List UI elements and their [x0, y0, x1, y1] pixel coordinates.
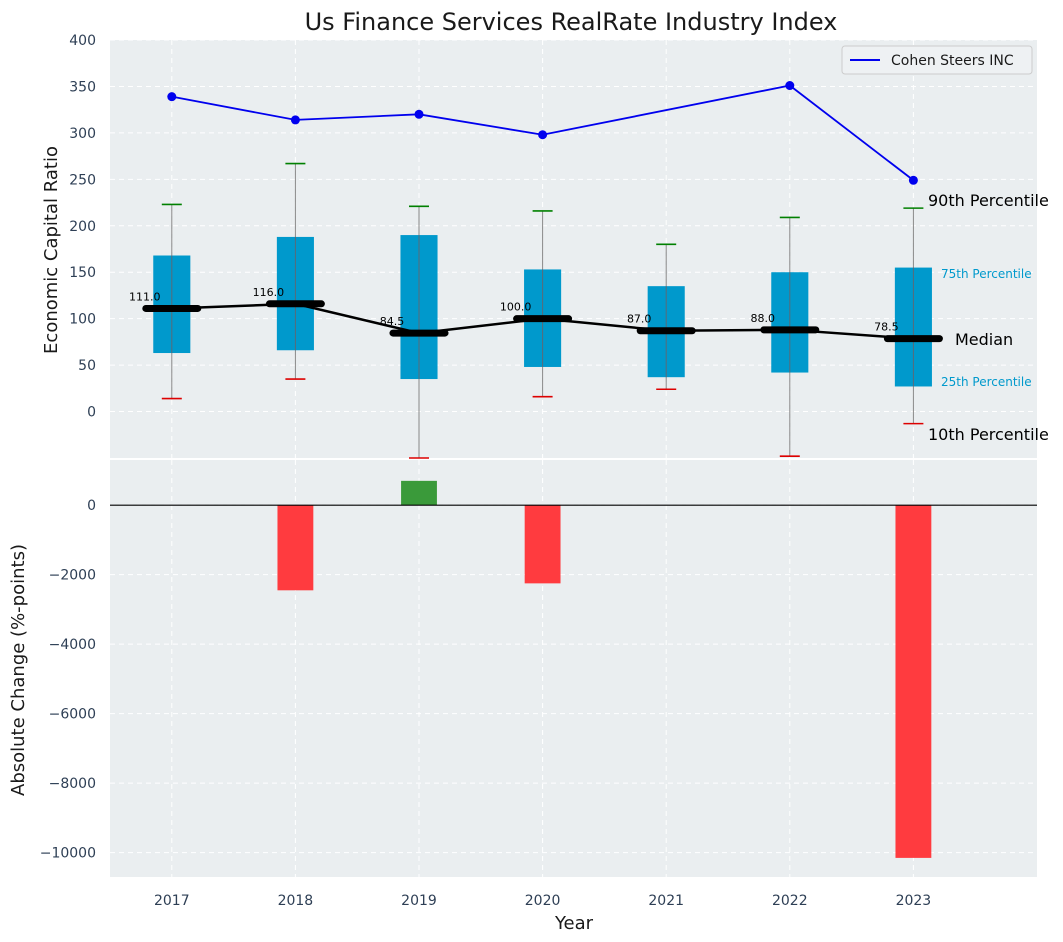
median-line	[171, 302, 914, 340]
legend-label: Cohen Steers INC	[891, 53, 1014, 69]
median-label-2018: 116.0	[253, 286, 285, 299]
median-line-group	[171, 302, 914, 340]
bottom-panel: −10000 −8000 −6000 −4000 −2000 0 2017 2018 2019…	[8, 460, 1037, 934]
annotation-p25: 25th Percentile	[941, 375, 1032, 389]
x-tick-label-2019: 2019	[401, 893, 437, 909]
x-tick-label-2021: 2021	[648, 893, 684, 909]
annotation-p75: 75th Percentile	[941, 267, 1032, 281]
series-line-cohen-steers	[171, 84, 914, 181]
bottom-y-axis-label: Absolute Change (%-points)	[8, 544, 29, 796]
median-label-2017: 111.0	[129, 290, 161, 303]
top-y-ticks: 0 50 100 150 200 250 300 350 400	[69, 33, 96, 421]
median-label-2021: 87.0	[627, 313, 652, 326]
x-tick-label-2018: 2018	[278, 893, 314, 909]
bottom-y-tick-label: −8000	[49, 776, 96, 792]
legend: Cohen Steers INC	[841, 45, 1033, 75]
x-tick-label-2022: 2022	[772, 893, 808, 909]
top-y-axis-label: Economic Capital Ratio	[41, 146, 62, 354]
series-point-2020	[538, 130, 548, 140]
change-bar-2019	[401, 480, 437, 506]
top-y-tick-label: 250	[69, 172, 96, 188]
median-label-2023: 78.5	[874, 321, 899, 334]
series-point-2023	[908, 175, 918, 185]
x-tick-label-2017: 2017	[154, 893, 190, 909]
series-point-2018	[290, 115, 300, 125]
change-bar-2023	[895, 505, 932, 858]
chart-title: Us Finance Services RealRate Industry In…	[305, 8, 838, 36]
annotation-p10: 10th Percentile	[928, 425, 1049, 444]
x-ticks: 2017 2018 2019 2020 2021 2022 2023	[154, 893, 931, 909]
annotation-median: Median	[955, 330, 1013, 349]
bottom-plot-background	[110, 460, 1037, 877]
top-plot-background	[110, 40, 1037, 458]
top-y-tick-label: 300	[69, 126, 96, 142]
top-y-tick-label: 50	[78, 358, 96, 374]
top-y-tick-label: 100	[69, 312, 96, 328]
median-label-2022: 88.0	[751, 312, 776, 325]
series-line-group	[167, 81, 918, 185]
top-y-tick-label: 350	[69, 79, 96, 95]
bottom-y-ticks: −10000 −8000 −6000 −4000 −2000 0	[40, 498, 96, 862]
median-label-2020: 100.0	[500, 301, 532, 314]
bottom-y-tick-label: −10000	[40, 846, 96, 862]
top-y-tick-label: 200	[69, 219, 96, 235]
bottom-y-tick-label: 0	[87, 498, 96, 514]
change-bar-2018	[277, 505, 314, 591]
top-y-tick-label: 400	[69, 33, 96, 49]
x-tick-label-2023: 2023	[896, 893, 932, 909]
bottom-y-tick-label: −6000	[49, 707, 96, 723]
percentile-annotations: 90th Percentile 75th Percentile Median 2…	[928, 191, 1049, 444]
change-bars	[277, 480, 932, 858]
series-point-2019	[414, 109, 424, 119]
series-point-2022	[785, 81, 795, 91]
annotation-p90: 90th Percentile	[928, 191, 1049, 210]
bottom-y-tick-label: −4000	[49, 637, 96, 653]
legend-box	[841, 45, 1033, 75]
top-y-tick-label: 150	[69, 265, 96, 281]
x-tick-label-2020: 2020	[525, 893, 561, 909]
change-bar-2020	[524, 505, 561, 584]
top-y-tick-label: 0	[87, 405, 96, 421]
series-point-2017	[167, 92, 177, 102]
bottom-y-tick-label: −2000	[49, 568, 96, 584]
x-axis-label: Year	[554, 913, 594, 934]
